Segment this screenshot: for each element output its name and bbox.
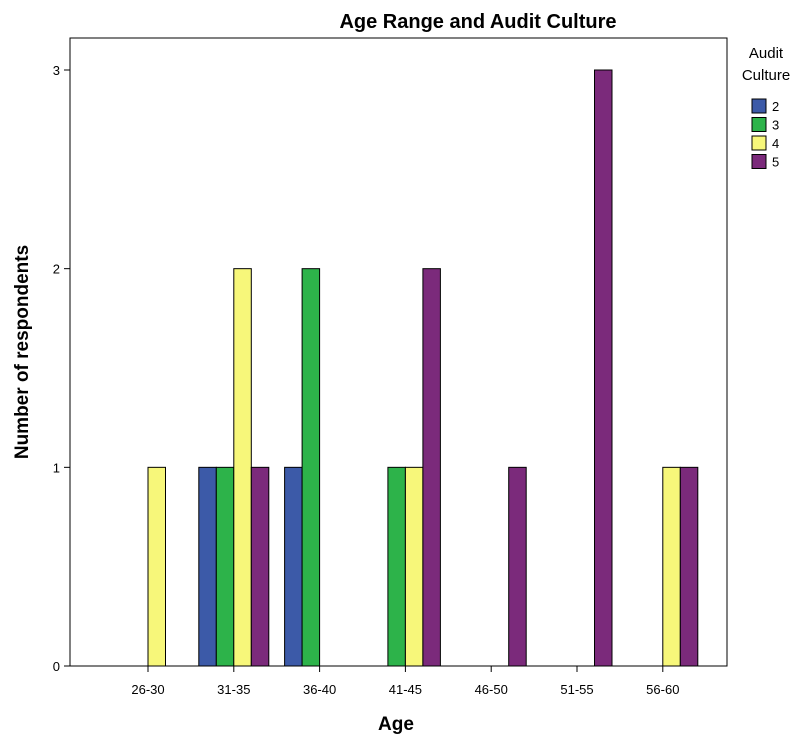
y-tick-label-3: 3	[53, 63, 60, 78]
bar-26-30-series-4	[147, 466, 166, 667]
y-axis-title: Number of respondents	[12, 245, 33, 459]
bar-36-40-series-3	[301, 268, 321, 667]
legend-label-5: 5	[772, 155, 779, 170]
legend-swatch-4	[751, 135, 767, 151]
bar-36-40-series-2	[284, 466, 303, 667]
x-tick-label-36-40: 36-40	[303, 682, 336, 697]
bar-41-45-series-3	[387, 466, 406, 667]
x-tick-label-56-60: 56-60	[646, 682, 679, 697]
bar-41-45-series-4	[404, 466, 424, 667]
bar-56-60-series-4	[662, 466, 681, 667]
legend-swatch-3	[751, 117, 767, 132]
x-tick-label-31-35: 31-35	[217, 682, 250, 697]
legend-title-line1: Audit	[749, 45, 784, 62]
legend-label-2: 2	[772, 99, 779, 114]
y-tick-label-0: 0	[53, 659, 60, 674]
x-tick-label-51-55: 51-55	[560, 682, 593, 697]
chart-title: Age Range and Audit Culture	[339, 11, 616, 33]
legend-label-4: 4	[772, 136, 779, 151]
legend-title-line2: Culture	[742, 67, 790, 84]
legend-swatch-2	[751, 98, 767, 114]
x-axis-title: Age	[378, 714, 414, 735]
legend-swatch-5	[751, 154, 767, 169]
x-tick-label-41-45: 41-45	[389, 682, 422, 697]
bar-31-35-series-3	[215, 466, 235, 667]
legend: Audit Culture 2 3 4 5	[742, 45, 790, 170]
bar-41-45-series-5	[422, 268, 441, 667]
bar-46-50-series-5	[508, 466, 527, 667]
bar-31-35-series-2	[198, 466, 217, 667]
x-tick-label-26-30: 26-30	[131, 682, 164, 697]
x-tick-label-46-50: 46-50	[475, 682, 508, 697]
legend-label-3: 3	[772, 118, 779, 133]
bar-51-55-series-5	[594, 69, 613, 667]
bar-56-60-series-5	[679, 466, 699, 667]
bar-31-35-series-5	[250, 466, 270, 667]
y-tick-label-2: 2	[53, 262, 60, 277]
bar-31-35-series-4	[233, 268, 252, 667]
y-tick-label-1: 1	[53, 460, 60, 475]
